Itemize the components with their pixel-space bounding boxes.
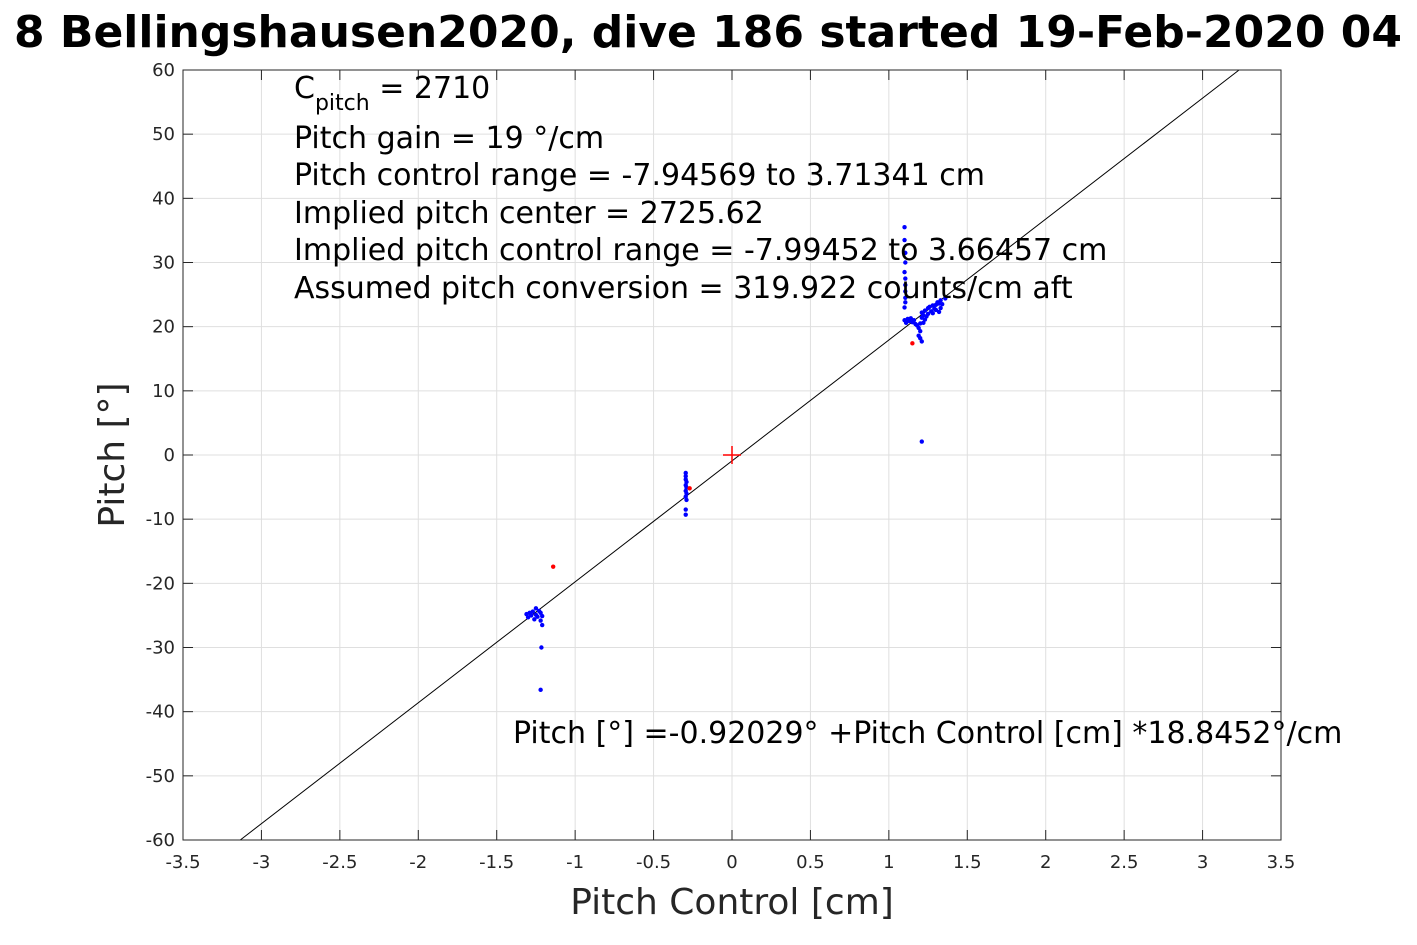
- y-tick-label: 50: [152, 124, 175, 145]
- y-tick-label: -30: [146, 638, 175, 659]
- data-point: [936, 309, 942, 315]
- data-point: [530, 609, 535, 614]
- data-point: [903, 250, 908, 256]
- annotation-implied-pitch-center: Implied pitch center = 2725.62: [294, 196, 764, 231]
- annotation-assumed-pitch-conversion: Assumed pitch conversion = 319.922 count…: [294, 271, 1073, 306]
- y-tick-label: -10: [146, 509, 175, 530]
- center-marker-layer: [723, 446, 741, 464]
- cpitch-symbol: C: [294, 71, 315, 106]
- data-point: [938, 298, 943, 303]
- data-points-layer: [524, 225, 948, 693]
- cpitch-subscript: pitch: [315, 91, 370, 116]
- data-point: [540, 622, 545, 628]
- x-tick-label: -1.5: [479, 852, 514, 873]
- data-point: [943, 296, 948, 301]
- data-point: [683, 473, 688, 479]
- x-tick-label: 2: [1040, 852, 1051, 873]
- y-tick-label: 10: [152, 381, 175, 402]
- data-point: [919, 439, 924, 444]
- x-tick-label: 3: [1197, 852, 1208, 873]
- data-point: [925, 311, 931, 317]
- x-tick-label: -0.5: [636, 852, 671, 873]
- y-axis-ticks: -60 -50 -40 -30 -20 -10 0 10 20 30 40 50 60: [146, 60, 1281, 851]
- data-point: [930, 310, 935, 316]
- data-point: [939, 302, 945, 307]
- x-tick-label: 0: [726, 852, 737, 873]
- cpitch-annotation: Cpitch = 2710: [294, 71, 490, 116]
- x-tick-label: -3: [252, 852, 270, 873]
- x-tick-label: 0.5: [796, 852, 825, 873]
- y-tick-label: 60: [152, 60, 175, 81]
- data-point: [918, 336, 923, 341]
- data-point: [903, 300, 908, 305]
- data-point: [533, 606, 539, 611]
- x-axis-label: Pitch Control [cm]: [570, 882, 894, 923]
- data-point: [902, 269, 907, 275]
- x-tick-label: 3.5: [1267, 852, 1296, 873]
- x-tick-label: -2.5: [322, 852, 357, 873]
- data-point: [938, 305, 943, 311]
- data-point: [535, 614, 540, 619]
- data-point: [903, 260, 908, 265]
- data-point: [684, 497, 689, 503]
- data-point: [683, 512, 688, 517]
- annotation-implied-pitch-control-range: Implied pitch control range = -7.99452 t…: [294, 233, 1107, 268]
- y-tick-label: -60: [146, 830, 175, 851]
- data-point: [903, 276, 908, 281]
- data-point: [902, 237, 907, 243]
- highlight-point: [910, 341, 915, 346]
- highlight-point: [550, 564, 556, 569]
- data-point: [683, 470, 688, 476]
- data-point: [903, 289, 908, 294]
- x-tick-label: -2: [409, 852, 427, 873]
- y-axis-label: Pitch [°]: [92, 382, 133, 527]
- fit-equation: Pitch [°] =-0.92029° +Pitch Control [cm]…: [513, 716, 1342, 751]
- x-axis-ticks: -3.5 -3 -2.5 -2 -1.5 -1 -0.5 0 0.5 1 1.5 2 2.5 3 3.5: [165, 70, 1295, 873]
- x-tick-label: -3.5: [165, 852, 200, 873]
- data-point: [538, 687, 543, 693]
- y-tick-label: -20: [146, 573, 175, 594]
- data-point: [683, 507, 688, 512]
- x-tick-label: 1.5: [953, 852, 982, 873]
- data-point: [903, 295, 908, 300]
- x-tick-label: 2.5: [1110, 852, 1139, 873]
- data-point: [902, 225, 907, 230]
- annotation-pitch-gain: Pitch gain = 19 °/cm: [294, 121, 604, 156]
- data-point: [903, 282, 908, 288]
- data-point: [911, 318, 917, 323]
- data-point: [529, 613, 534, 618]
- y-tick-label: 30: [152, 253, 175, 274]
- data-point: [538, 618, 543, 623]
- y-tick-label: -40: [146, 702, 175, 723]
- data-point: [918, 328, 923, 334]
- annotation-pitch-control-range: Pitch control range = -7.94569 to 3.7134…: [294, 158, 985, 193]
- y-tick-label: 0: [164, 445, 175, 466]
- y-tick-label: 20: [152, 317, 175, 338]
- chart-title: 8 Bellingshausen2020, dive 186 started 1…: [14, 7, 1402, 58]
- y-tick-label: 40: [152, 188, 175, 209]
- data-point: [532, 617, 537, 622]
- x-tick-label: -1: [566, 852, 584, 873]
- data-point: [540, 613, 545, 619]
- data-point: [902, 305, 907, 310]
- x-tick-label: 1: [883, 852, 894, 873]
- data-point: [922, 308, 928, 313]
- data-point: [539, 645, 544, 650]
- highlight-point: [687, 486, 692, 491]
- y-tick-label: -50: [146, 766, 175, 787]
- cpitch-value: = 2710: [370, 71, 491, 106]
